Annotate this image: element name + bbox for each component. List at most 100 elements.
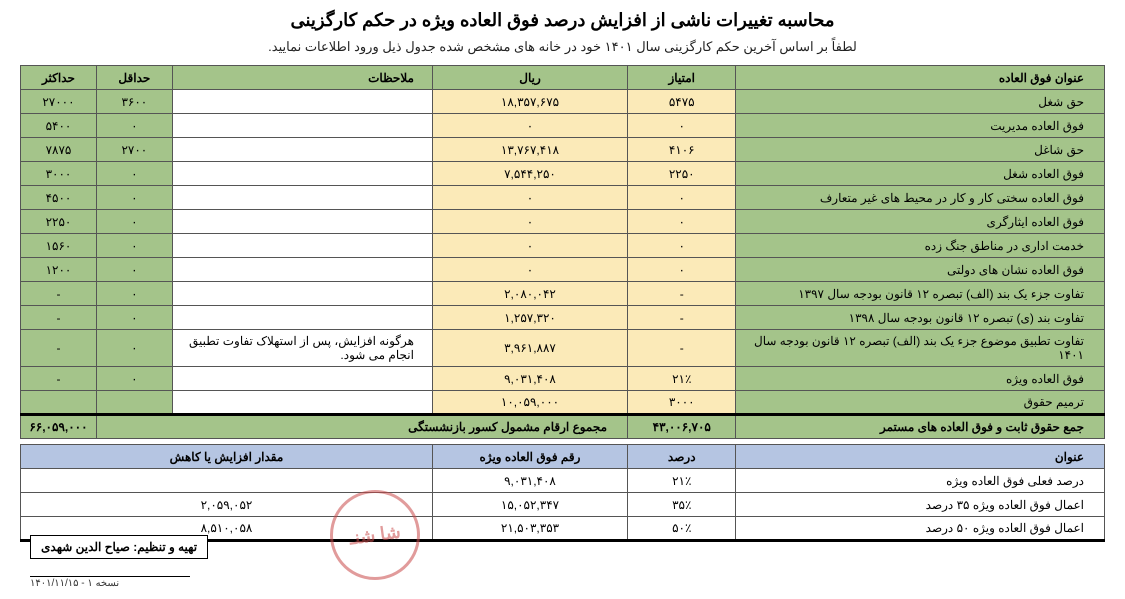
max-cell: - [21, 282, 97, 306]
score-cell[interactable]: ۴۱۰۶ [628, 138, 736, 162]
min-cell: ۰ [96, 162, 172, 186]
notes-cell [172, 114, 432, 138]
score-cell[interactable]: ۰ [628, 114, 736, 138]
rial-cell[interactable]: ۱۸,۳۵۷,۶۷۵ [432, 90, 627, 114]
notes-cell [172, 138, 432, 162]
table-row: فوق العاده شغل۲۲۵۰۷,۵۴۴,۲۵۰ ۰۳۰۰۰ [21, 162, 1105, 186]
row-title: خدمت اداری در مناطق جنگ زده [736, 234, 1105, 258]
max-cell: ۲۷۰۰۰ [21, 90, 97, 114]
min-cell: ۰ [96, 330, 172, 367]
score-cell[interactable]: ۲۱٪ [628, 367, 736, 391]
max-cell: ۱۲۰۰ [21, 258, 97, 282]
row-title: فوق العاده شغل [736, 162, 1105, 186]
row-title: تفاوت جزء یک بند (الف) تبصره ۱۲ قانون بو… [736, 282, 1105, 306]
rial-cell[interactable]: ۲,۰۸۰,۰۴۲ [432, 282, 627, 306]
rial-cell: ۱۰,۰۵۹,۰۰۰ [432, 391, 627, 415]
table2-header-row: عنوان درصد رقم فوق العاده ویژه مقدار افز… [21, 445, 1105, 469]
table-row: حق شغل۵۴۷۵۱۸,۳۵۷,۶۷۵۳۶۰۰۲۷۰۰۰ [21, 90, 1105, 114]
hdr2-amount: رقم فوق العاده ویژه [432, 445, 627, 469]
result-row: درصد فعلی فوق العاده ویژه۲۱٪۹,۰۳۱,۴۰۸ [21, 469, 1105, 493]
score-cell[interactable]: ۰ [628, 210, 736, 234]
score-cell: - [628, 330, 736, 367]
result-delta: ۲,۰۵۹,۰۵۲ [21, 493, 433, 517]
score-cell: - [628, 282, 736, 306]
result-delta [21, 469, 433, 493]
row-title: فوق العاده ایثارگری [736, 210, 1105, 234]
max-cell: ۴۵۰۰ [21, 186, 97, 210]
rial-cell[interactable]: ۱۳,۷۶۷,۴۱۸ [432, 138, 627, 162]
min-cell [96, 391, 172, 415]
version-label: نسخه ۱ - ۱۴۰۱/۱۱/۱۵ [30, 576, 190, 589]
max-cell: - [21, 330, 97, 367]
table-row: فوق العاده نشان های دولتی۰۰۰۱۲۰۰ [21, 258, 1105, 282]
hdr-score: امتیاز [628, 66, 736, 90]
rial-cell[interactable]: ۰ [432, 186, 627, 210]
row-title: حق شغل [736, 90, 1105, 114]
max-cell: ۵۴۰۰ [21, 114, 97, 138]
table-row: تفاوت جزء یک بند (الف) تبصره ۱۲ قانون بو… [21, 282, 1105, 306]
rial-cell[interactable]: ۰ [432, 258, 627, 282]
hdr2-pct: درصد [628, 445, 736, 469]
notes-cell [172, 391, 432, 415]
table-row: فوق العاده سختی کار و کار در محیط های غی… [21, 186, 1105, 210]
hdr-max: حداکثر [21, 66, 97, 90]
min-cell: ۰ [96, 210, 172, 234]
sum-label-right: جمع حقوق ثابت و فوق العاده های مستمر [736, 415, 1105, 439]
notes-cell [172, 367, 432, 391]
score-cell[interactable]: ۲۲۵۰ [628, 162, 736, 186]
result-title: اعمال فوق العاده ویژه ۵۰ درصد [736, 517, 1105, 541]
hdr-notes: ملاحظات [172, 66, 432, 90]
min-cell: ۰ [96, 114, 172, 138]
score-cell[interactable]: ۰ [628, 258, 736, 282]
rial-cell[interactable]: ۰ [432, 210, 627, 234]
max-cell: ۷۸۷۵ [21, 138, 97, 162]
hdr-title: عنوان فوق العاده [736, 66, 1105, 90]
min-cell: ۰ [96, 258, 172, 282]
row-title: تفاوت تطبیق موضوع جزء یک بند (الف) تبصره… [736, 330, 1105, 367]
result-pct: ۲۱٪ [628, 469, 736, 493]
min-cell: ۰ [96, 234, 172, 258]
row-title: تفاوت بند (ی) تبصره ۱۲ قانون بودجه سال ۱… [736, 306, 1105, 330]
result-title: اعمال فوق العاده ویژه ۳۵ درصد [736, 493, 1105, 517]
notes-cell [172, 306, 432, 330]
table-row: حق شاغل۴۱۰۶۱۳,۷۶۷,۴۱۸ ۲۷۰۰۷۸۷۵ [21, 138, 1105, 162]
min-cell: ۲۷۰۰ [96, 138, 172, 162]
credit-box: تهیه و تنظیم: صیاح الدین شهدی [30, 535, 208, 559]
row-title: حق شاغل [736, 138, 1105, 162]
notes-cell [172, 282, 432, 306]
notes-cell [172, 162, 432, 186]
rial-cell[interactable]: ۷,۵۴۴,۲۵۰ [432, 162, 627, 186]
sum-label-left: مجموع ارقام مشمول کسور بازنشستگی [96, 415, 627, 439]
score-cell[interactable]: ۰ [628, 186, 736, 210]
row-title: فوق العاده مدیریت [736, 114, 1105, 138]
max-cell: - [21, 306, 97, 330]
row-title: ترمیم حقوق [736, 391, 1105, 415]
hdr-min: حداقل [96, 66, 172, 90]
result-row: اعمال فوق العاده ویژه ۳۵ درصد۳۵٪۱۵,۰۵۲,۳… [21, 493, 1105, 517]
result-title: درصد فعلی فوق العاده ویژه [736, 469, 1105, 493]
score-cell[interactable]: ۰ [628, 234, 736, 258]
rial-cell[interactable]: ۰ [432, 234, 627, 258]
rial-cell[interactable]: ۳,۹۶۱,۸۸۷ [432, 330, 627, 367]
max-cell: ۳۰۰۰ [21, 162, 97, 186]
score-cell: - [628, 306, 736, 330]
row-title: فوق العاده ویژه [736, 367, 1105, 391]
summary-row: جمع حقوق ثابت و فوق العاده های مستمر ۴۳,… [21, 415, 1105, 439]
max-cell: ۱۵۶۰ [21, 234, 97, 258]
table-row: ترمیم حقوق۳۰۰۰۱۰,۰۵۹,۰۰۰ [21, 391, 1105, 415]
min-cell: ۰ [96, 367, 172, 391]
result-amount: ۲۱,۵۰۳,۳۵۳ [432, 517, 627, 541]
score-cell[interactable]: ۵۴۷۵ [628, 90, 736, 114]
table-row: فوق العاده ویژه۲۱٪۹,۰۳۱,۴۰۸۰- [21, 367, 1105, 391]
notes-cell [172, 258, 432, 282]
table1-header-row: عنوان فوق العاده امتیاز ریال ملاحظات حدا… [21, 66, 1105, 90]
notes-cell [172, 90, 432, 114]
min-cell: ۰ [96, 186, 172, 210]
rial-cell[interactable]: ۱,۲۵۷,۳۲۰ [432, 306, 627, 330]
max-cell: ۲۲۵۰ [21, 210, 97, 234]
max-cell [21, 391, 97, 415]
rial-cell[interactable]: ۹,۰۳۱,۴۰۸ [432, 367, 627, 391]
rial-cell[interactable]: ۰ [432, 114, 627, 138]
allowance-table: عنوان فوق العاده امتیاز ریال ملاحظات حدا… [20, 65, 1105, 542]
table-row: خدمت اداری در مناطق جنگ زده۰۰۰۱۵۶۰ [21, 234, 1105, 258]
